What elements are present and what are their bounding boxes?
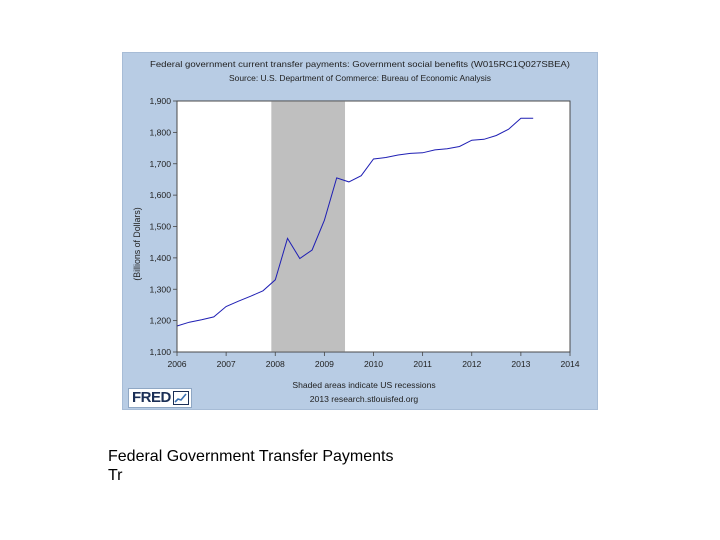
caption-line-2: Tr (108, 467, 123, 484)
y-tick-label: 1,700 (149, 159, 171, 169)
x-axis-ticks: 2006 2007 2008 2009 2010 2011 2012 2013 2014 (167, 352, 580, 369)
y-tick-label: 1,600 (149, 190, 171, 200)
x-tick-label: 2013 (511, 359, 530, 369)
y-tick-label: 1,900 (149, 96, 171, 106)
chart-line-icon (172, 391, 189, 405)
x-tick-label: 2009 (315, 359, 334, 369)
x-tick-label: 2007 (217, 359, 236, 369)
y-axis-label: (Billions of Dollars) (132, 207, 142, 280)
x-tick-label: 2012 (462, 359, 481, 369)
y-tick-label: 1,400 (149, 253, 171, 263)
source-note: 2013 research.stlouisfed.org (310, 394, 419, 404)
x-tick-label: 2010 (364, 359, 383, 369)
x-tick-label: 2014 (560, 359, 579, 369)
plot-area (176, 100, 571, 353)
fred-logo: FRED (128, 388, 192, 408)
x-tick-label: 2006 (167, 359, 186, 369)
recession-band (271, 101, 346, 352)
slide-caption: Federal Government Transfer Payments Tr (108, 447, 393, 485)
y-tick-label: 1,200 (149, 316, 171, 326)
chart-subtitle: Source: U.S. Department of Commerce: Bur… (229, 74, 491, 83)
y-tick-label: 1,500 (149, 222, 171, 232)
fred-logo-text: FRED (132, 389, 171, 406)
y-tick-label: 1,300 (149, 284, 171, 294)
series-line-social-benefits (176, 117, 534, 327)
recession-note: Shaded areas indicate US recessions (292, 380, 435, 390)
y-tick-label: 1,100 (149, 347, 171, 357)
x-tick-label: 2008 (266, 359, 285, 369)
caption-line-1: Federal Government Transfer Payments (108, 448, 394, 465)
y-axis-ticks: 1,100 1,200 1,300 1,400 1,500 1,600 1,700 1,800… (149, 96, 177, 357)
x-tick-label: 2011 (413, 359, 432, 369)
y-tick-label: 1,800 (149, 127, 171, 137)
chart-title: Federal government current transfer paym… (150, 60, 570, 69)
